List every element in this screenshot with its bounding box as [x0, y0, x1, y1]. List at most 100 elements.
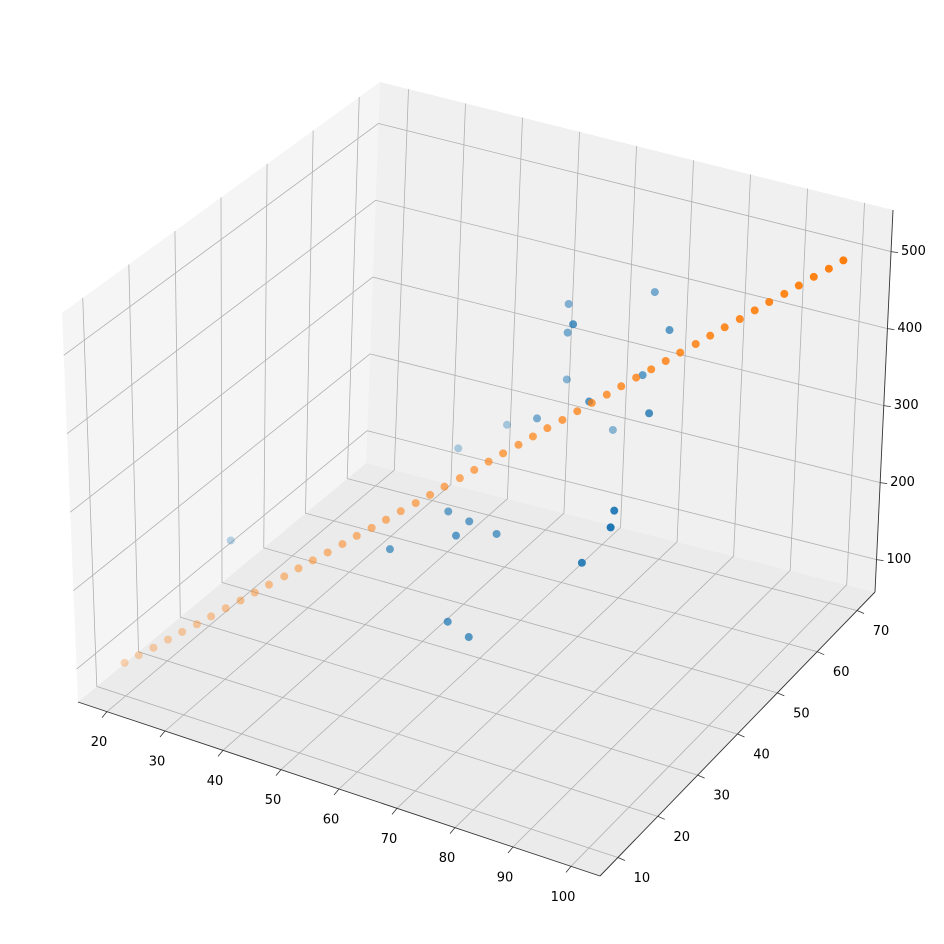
point: [443, 617, 452, 626]
point: [558, 415, 567, 424]
back-pane: [366, 82, 893, 592]
point: [352, 531, 361, 540]
point: [645, 409, 654, 418]
point: [120, 658, 129, 667]
left-pane: [62, 82, 380, 702]
point: [839, 256, 848, 265]
x-tick: [101, 711, 108, 718]
y-tick: [617, 857, 626, 861]
point: [564, 299, 573, 308]
point: [543, 424, 552, 433]
x-axis-line: [77, 701, 601, 877]
point: [528, 432, 537, 441]
grid-line: [73, 353, 881, 591]
grid-line: [174, 230, 698, 776]
point: [661, 357, 670, 366]
point: [691, 339, 700, 348]
x-tick: [449, 827, 456, 834]
point: [750, 306, 759, 315]
y-tick-label: 40: [753, 748, 770, 763]
point: [617, 382, 626, 391]
z-tick-label: 400: [897, 321, 922, 336]
y-tick: [817, 651, 825, 656]
x-tick-label: 50: [265, 793, 282, 808]
point: [465, 517, 474, 526]
x-tick-label: 20: [91, 735, 108, 750]
point: [444, 507, 453, 516]
z-tick-label: 300: [894, 398, 919, 413]
point: [632, 373, 641, 382]
z-tick-label: 100: [887, 552, 912, 567]
point: [470, 465, 479, 474]
grid-line: [280, 131, 580, 770]
point: [454, 444, 463, 453]
point: [367, 523, 376, 532]
z-tick-label: 500: [901, 244, 926, 259]
grid-line: [222, 117, 523, 751]
point: [396, 507, 405, 516]
x-tick-label: 40: [207, 774, 224, 789]
point: [650, 288, 659, 297]
grid-line: [263, 164, 778, 694]
point: [720, 323, 729, 332]
point: [455, 474, 464, 483]
y-tick: [737, 733, 745, 738]
y-tick: [697, 774, 705, 779]
point: [608, 425, 617, 434]
grid-line: [338, 145, 637, 790]
point: [294, 564, 303, 573]
point: [514, 440, 523, 449]
grid-line: [164, 103, 466, 732]
point: [411, 499, 420, 508]
grid-line: [512, 188, 808, 848]
point: [451, 531, 460, 540]
x-tick-label: 100: [551, 890, 576, 905]
point: [765, 298, 774, 307]
z-tick-label: 200: [890, 475, 915, 490]
point: [226, 536, 235, 545]
point: [780, 289, 789, 298]
point: [809, 272, 818, 281]
grid-line: [128, 264, 658, 817]
point: [492, 529, 501, 538]
x-tick: [217, 750, 224, 757]
y-tick-label: 30: [713, 789, 730, 804]
point: [385, 545, 394, 554]
point: [606, 523, 615, 532]
point: [577, 558, 586, 567]
grid-line: [396, 160, 694, 809]
y-tick: [657, 815, 665, 820]
y-tick-label: 10: [634, 871, 651, 886]
point: [573, 407, 582, 416]
point: [426, 490, 435, 499]
point: [484, 457, 493, 466]
x-tick-label: 70: [381, 832, 398, 847]
grid-line: [66, 199, 888, 435]
point: [464, 633, 473, 642]
grid-line: [76, 430, 877, 670]
point: [440, 482, 449, 491]
point: [149, 643, 158, 652]
point: [647, 365, 656, 374]
grid-line: [346, 97, 858, 611]
point: [163, 635, 172, 644]
grid-line: [220, 197, 738, 735]
x-tick-label: 60: [323, 813, 340, 828]
point: [610, 506, 619, 515]
y-tick: [777, 692, 785, 697]
point: [381, 515, 390, 524]
z-tick: [883, 405, 891, 408]
x-tick: [275, 769, 282, 776]
x-tick: [333, 788, 340, 796]
x-tick-label: 90: [497, 871, 514, 886]
x-tick: [391, 808, 398, 815]
grid-line: [454, 174, 751, 828]
grid-line: [69, 276, 884, 513]
point: [221, 604, 230, 613]
point: [676, 348, 685, 357]
point: [794, 281, 803, 290]
point: [499, 449, 508, 458]
grid-line: [106, 89, 409, 712]
point: [665, 326, 674, 335]
